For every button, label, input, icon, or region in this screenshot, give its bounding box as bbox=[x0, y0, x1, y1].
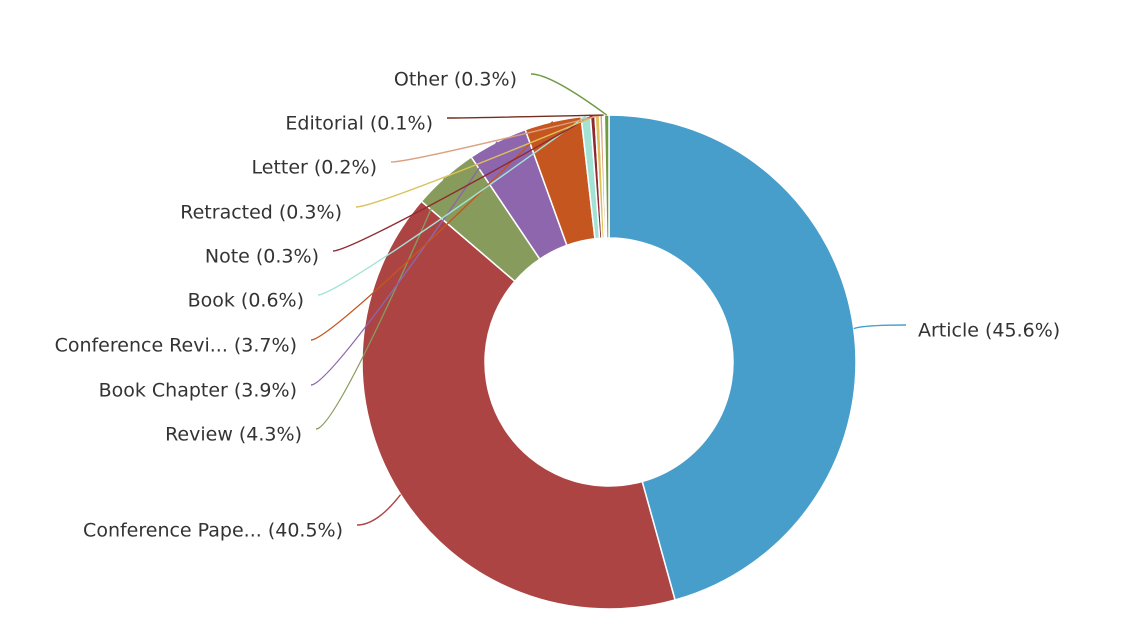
leader-line bbox=[446, 114, 604, 119]
slice-label: Conference Pape... (40.5%) bbox=[83, 520, 343, 542]
leader-line bbox=[356, 494, 402, 526]
leader-line bbox=[355, 114, 598, 208]
slice-label: Conference Revi... (3.7%) bbox=[55, 335, 297, 357]
slice-label: Review (4.3%) bbox=[165, 424, 302, 446]
donut-slice[interactable] bbox=[361, 200, 676, 610]
leader-line bbox=[530, 73, 608, 116]
slice-label: Book (0.6%) bbox=[188, 290, 304, 312]
donut-slice[interactable] bbox=[608, 114, 857, 601]
slice-label: Letter (0.2%) bbox=[252, 157, 377, 179]
slice-labels: Article (45.6%) Conference Pape... (40.5%… bbox=[55, 69, 1061, 542]
slice-label: Article (45.6%) bbox=[918, 320, 1060, 342]
slice-label: Other (0.3%) bbox=[394, 69, 517, 91]
label-leader-lines bbox=[310, 73, 907, 526]
leader-line bbox=[315, 177, 446, 430]
slice-label: Note (0.3%) bbox=[205, 246, 319, 268]
leader-line bbox=[853, 324, 907, 330]
leader-line bbox=[317, 115, 587, 296]
slice-label: Book Chapter (3.9%) bbox=[99, 380, 297, 402]
slice-label: Retracted (0.3%) bbox=[180, 202, 342, 224]
donut-slices bbox=[361, 114, 857, 610]
leader-line bbox=[310, 141, 498, 386]
leader-line bbox=[332, 114, 594, 252]
leader-line bbox=[310, 120, 554, 341]
leader-line bbox=[390, 114, 602, 163]
slice-label: Editorial (0.1%) bbox=[285, 113, 433, 135]
